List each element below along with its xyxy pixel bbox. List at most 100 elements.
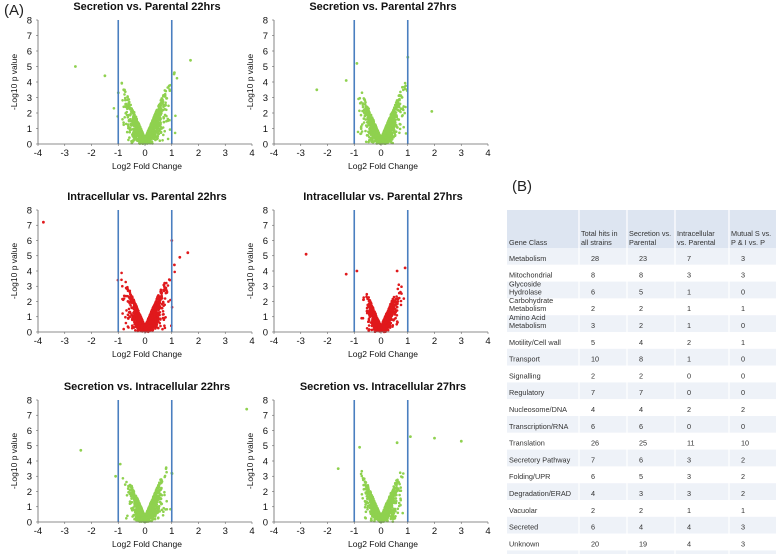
y-tick-label: 8 <box>27 205 32 216</box>
data-point <box>150 324 153 327</box>
data-point <box>121 312 124 315</box>
data-point <box>136 122 140 126</box>
data-point <box>364 129 367 133</box>
data-point <box>149 320 152 324</box>
y-tick-label: 4 <box>27 77 32 88</box>
data-point <box>380 138 384 142</box>
data-point <box>371 128 375 132</box>
data-point <box>147 133 150 137</box>
data-point <box>375 130 379 133</box>
data-point <box>397 118 401 121</box>
y-tick-label: 7 <box>27 31 32 42</box>
outlier-point <box>42 220 45 224</box>
data-point <box>359 127 363 131</box>
data-point <box>162 120 166 124</box>
data-point <box>122 105 125 109</box>
data-point <box>127 98 131 101</box>
data-point <box>124 98 127 102</box>
y-tick-label: 3 <box>263 93 268 104</box>
data-point <box>391 324 395 327</box>
data-point <box>390 141 393 144</box>
data-point <box>159 318 162 321</box>
data-point <box>126 95 129 98</box>
outlier-point <box>178 255 182 259</box>
x-tick-label: -2 <box>87 336 95 347</box>
data-points <box>315 55 434 145</box>
data-point <box>125 110 129 114</box>
data-point <box>384 136 387 139</box>
y-tick-label: 7 <box>263 31 268 42</box>
x-tick-label: 2 <box>196 148 201 159</box>
data-point <box>393 117 396 120</box>
data-point <box>162 283 166 286</box>
data-point <box>388 324 392 327</box>
outlier-point <box>403 266 407 270</box>
data-point <box>157 311 160 314</box>
plot-title: Secretion vs. Parental 27hrs <box>309 1 456 13</box>
data-point <box>365 133 369 137</box>
x-tick-label: 1 <box>169 336 174 347</box>
data-point <box>391 123 395 126</box>
x-tick-label: -3 <box>297 148 305 159</box>
data-point <box>144 137 147 141</box>
volcano-plot-4: Intracellular vs. Parental 27hrs-4 -3 -2 -1… <box>245 191 491 359</box>
data-point <box>358 102 362 105</box>
data-point <box>395 295 398 298</box>
data-point <box>137 125 141 128</box>
data-point <box>395 314 399 317</box>
outlier-point <box>189 58 192 62</box>
x-tick-label: -2 <box>323 336 331 347</box>
data-point <box>370 313 374 316</box>
data-point <box>360 91 364 94</box>
x-tick-label: 3 <box>459 336 464 347</box>
y-tick-label: 0 <box>263 327 268 338</box>
y-tick-label: 2 <box>263 297 268 308</box>
data-point <box>158 122 162 126</box>
x-tick-label: 2 <box>432 148 437 159</box>
data-point <box>153 121 156 125</box>
data-point <box>140 140 143 143</box>
x-tick-label: 0 <box>378 148 383 159</box>
y-tick-label: 1 <box>263 124 268 135</box>
data-point <box>366 106 370 110</box>
data-point <box>374 327 377 330</box>
data-point <box>127 126 130 130</box>
data-point <box>133 311 136 314</box>
data-point <box>164 103 167 107</box>
data-point <box>132 110 135 114</box>
data-point <box>150 140 154 143</box>
data-point <box>132 130 136 133</box>
data-point <box>157 124 160 128</box>
volcano-plot-3: Intracellular vs. Parental 22hrs-4 -3 -2 -1… <box>9 191 255 359</box>
data-point <box>150 121 153 125</box>
data-point <box>137 127 140 131</box>
data-point <box>167 104 170 108</box>
data-point <box>149 317 152 320</box>
data-point <box>134 329 137 332</box>
data-point <box>390 112 394 115</box>
data-point <box>154 306 157 310</box>
data-point <box>362 121 366 124</box>
data-point <box>143 324 146 327</box>
data-point <box>359 113 363 117</box>
data-point <box>367 319 371 322</box>
y-tick-label: 8 <box>263 205 268 216</box>
y-tick-label: 6 <box>27 236 32 247</box>
data-point <box>390 312 394 316</box>
data-point <box>132 307 136 310</box>
data-point <box>124 122 128 126</box>
data-point <box>160 296 164 300</box>
y-tick-label: 3 <box>27 93 32 104</box>
data-point <box>162 117 165 120</box>
data-point <box>129 117 132 121</box>
data-point <box>359 132 363 135</box>
data-point <box>173 270 176 274</box>
x-tick-label: -4 <box>34 148 42 159</box>
plot-title: Secretion vs. Parental 22hrs <box>73 1 220 13</box>
data-point <box>121 284 124 288</box>
data-point <box>152 137 156 140</box>
data-point <box>158 139 162 142</box>
data-point <box>400 292 403 295</box>
data-point <box>361 109 364 113</box>
data-point <box>162 133 165 137</box>
